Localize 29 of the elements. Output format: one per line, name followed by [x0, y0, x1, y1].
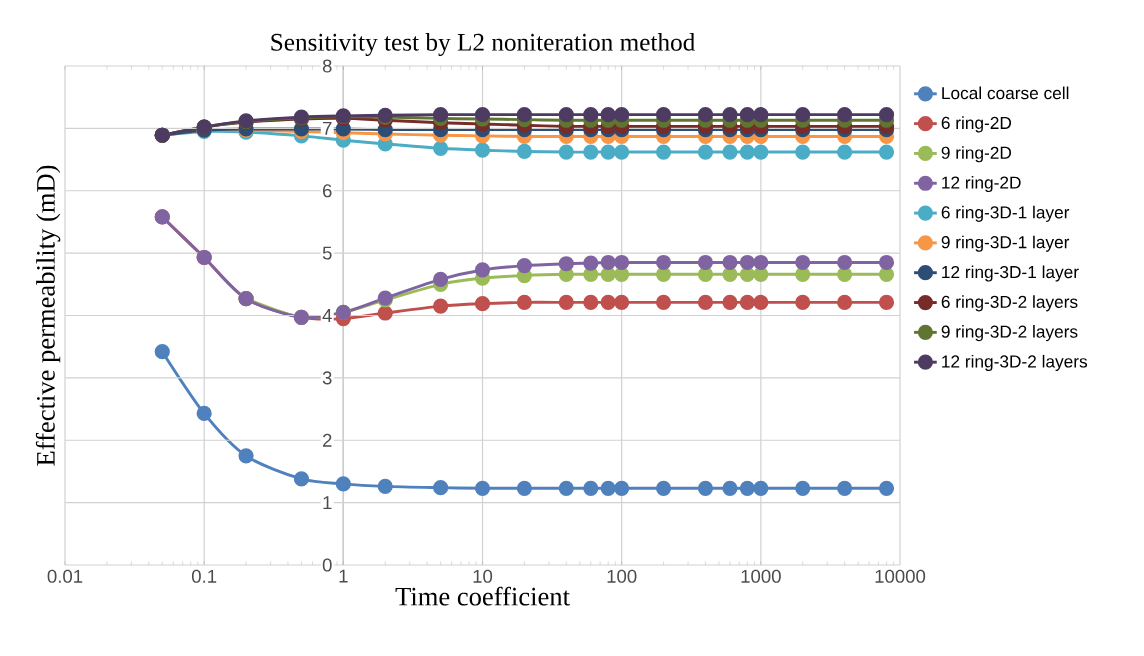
x-tick-label: 10000 [875, 569, 926, 583]
legend-label: 12 ring-3D-2 layers [942, 354, 1088, 372]
y-tick-label: 2 [322, 433, 332, 447]
y-tick-label: 4 [322, 309, 332, 322]
legend-label: 9 ring-2D [941, 146, 1012, 163]
chart-title: Sensitivity test by L2 noniteration method [271, 33, 696, 56]
x-tick-label: 1000 [741, 569, 781, 583]
y-tick-label: 1 [323, 496, 332, 510]
legend-label: 12 ring-2D [942, 176, 1021, 193]
y-tick-label: 8 [322, 59, 332, 73]
y-tick-label: 0 [322, 558, 332, 572]
y-tick-label: 6 [322, 184, 332, 198]
y-tick-label: 7 [323, 121, 332, 135]
x-tick-label: 1 [339, 569, 348, 583]
x-tick-label: 10 [473, 569, 493, 583]
x-tick-label: 100 [607, 569, 637, 583]
legend-label: 9 ring-3D-1 layer [941, 235, 1070, 252]
legend-label: 6 ring-3D-2 layers [941, 295, 1078, 312]
y-axis-title: Effective permeability (mD) [35, 165, 61, 466]
x-axis-title: Time coefficient [395, 586, 570, 606]
legend-label: 6 ring-3D-1 layer [941, 205, 1070, 222]
x-tick-label: 0.01 [47, 569, 83, 583]
y-tick-label: 5 [322, 246, 332, 260]
legend-label: 12 ring-3D-1 layer [942, 265, 1079, 282]
legend-label: Local coarse cell [942, 86, 1069, 100]
y-tick-label: 3 [322, 371, 332, 385]
legend-label: 9 ring-3D-2 layers [941, 325, 1078, 342]
x-tick-label: 0.1 [191, 569, 217, 583]
legend-label: 6 ring-2D [941, 116, 1012, 133]
